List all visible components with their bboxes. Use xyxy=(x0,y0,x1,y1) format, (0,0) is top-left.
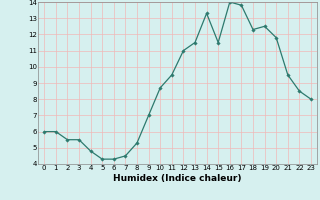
X-axis label: Humidex (Indice chaleur): Humidex (Indice chaleur) xyxy=(113,174,242,183)
